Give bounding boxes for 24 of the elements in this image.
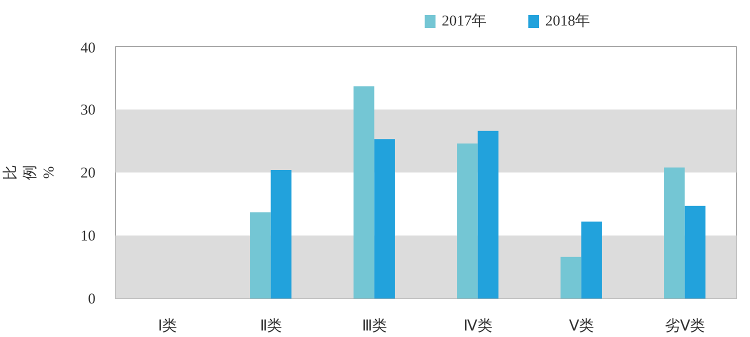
y-tick-label: 20 bbox=[80, 166, 96, 182]
y-tick-label: 30 bbox=[80, 102, 96, 118]
x-tick-label: Ⅱ类 bbox=[260, 318, 282, 334]
y-tick-label: 0 bbox=[88, 292, 96, 308]
legend-label: 2017年 bbox=[442, 12, 487, 30]
x-tick-label: Ⅲ类 bbox=[362, 318, 387, 334]
bar bbox=[560, 256, 582, 298]
legend-label: 2018年 bbox=[545, 12, 590, 30]
bar bbox=[457, 144, 478, 298]
x-tick-label: 劣Ⅴ类 bbox=[664, 318, 705, 334]
bar bbox=[684, 206, 706, 298]
bar bbox=[581, 222, 602, 298]
y-tick-label: 10 bbox=[80, 228, 96, 244]
bar bbox=[270, 170, 292, 298]
y-tick-label: 40 bbox=[80, 40, 96, 56]
bar bbox=[354, 86, 374, 298]
bar bbox=[250, 212, 271, 298]
y-axis-title: 比例% bbox=[2, 165, 58, 180]
x-tick-label: Ⅳ类 bbox=[463, 318, 492, 334]
x-tick-label: Ⅴ类 bbox=[568, 318, 594, 334]
bar bbox=[478, 130, 498, 298]
bar bbox=[664, 167, 685, 298]
bar bbox=[374, 139, 395, 298]
x-tick-label: Ⅰ类 bbox=[158, 318, 177, 334]
